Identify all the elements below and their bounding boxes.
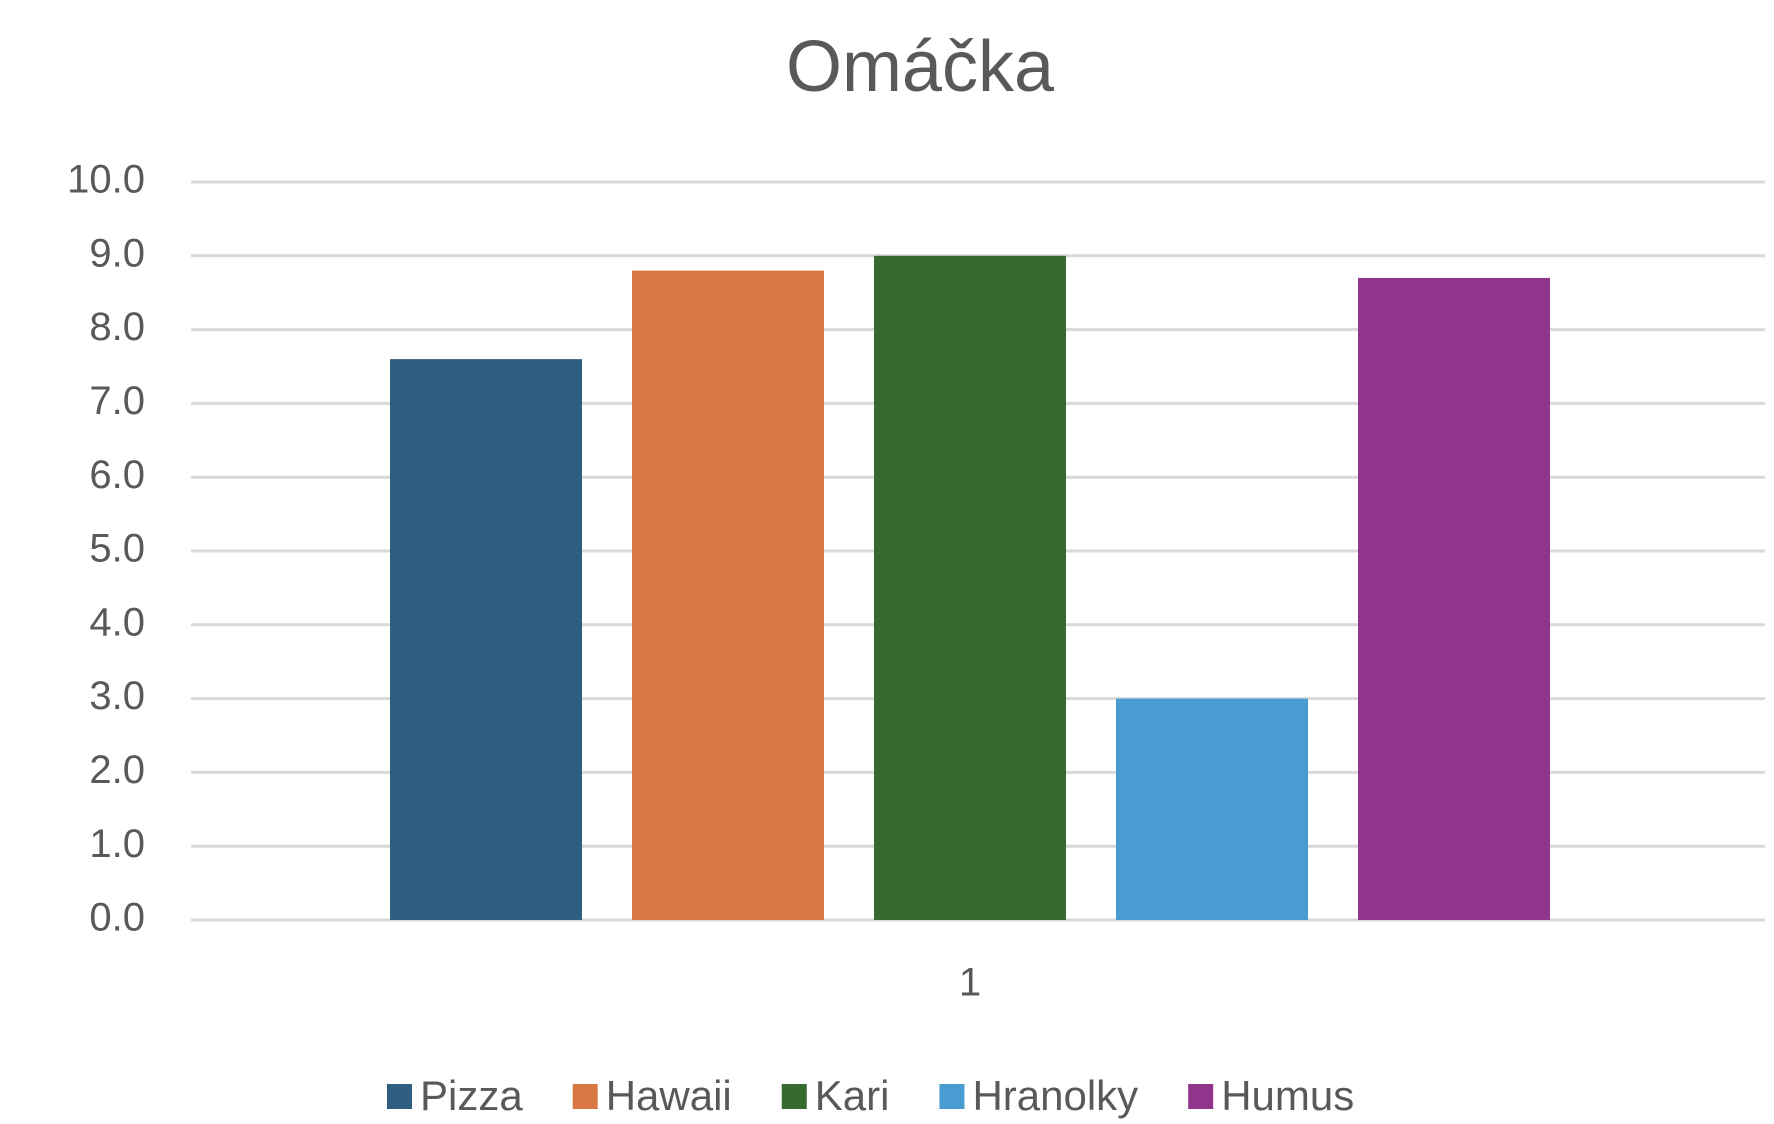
bar — [1358, 277, 1550, 920]
legend-label: Hranolky — [972, 1072, 1138, 1119]
y-tick-label: 2.0 — [89, 748, 145, 792]
legend-label: Hawaii — [606, 1072, 732, 1119]
legend-label: Pizza — [420, 1072, 523, 1119]
legend-label: Kari — [815, 1072, 890, 1119]
y-tick-label: 0.0 — [89, 896, 145, 940]
y-tick-label: 9.0 — [89, 231, 145, 275]
x-tick-label: 1 — [959, 961, 981, 1005]
legend-swatch — [572, 1084, 598, 1109]
y-tick-label: 7.0 — [89, 379, 145, 423]
y-tick-label: 1.0 — [89, 822, 145, 866]
legend-swatch — [939, 1084, 965, 1109]
y-tick-label: 5.0 — [89, 527, 145, 571]
bar — [632, 270, 824, 920]
chart-title: Omáčka — [786, 27, 1055, 107]
y-tick-label: 3.0 — [89, 674, 145, 718]
legend-swatch — [781, 1084, 807, 1109]
legend-swatch — [1188, 1084, 1214, 1109]
y-tick-label: 10.0 — [67, 158, 145, 202]
bar — [1116, 698, 1308, 920]
y-tick-label: 6.0 — [89, 453, 145, 497]
y-tick-label: 4.0 — [89, 600, 145, 644]
legend-swatch — [387, 1084, 412, 1109]
bar — [390, 359, 582, 920]
legend-label: Humus — [1221, 1072, 1354, 1119]
y-tick-label: 8.0 — [89, 305, 145, 349]
bar — [874, 255, 1066, 921]
